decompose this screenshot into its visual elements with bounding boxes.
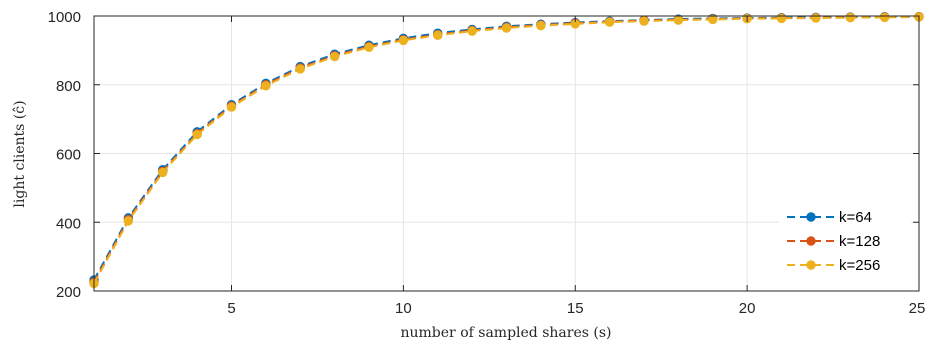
data-point: [536, 20, 546, 31]
legend-marker: [806, 260, 816, 270]
data-point: [501, 23, 512, 33]
data-point: [192, 129, 202, 140]
data-point: [261, 81, 271, 91]
x-axis-label: number of sampled shares (s): [401, 325, 612, 341]
data-point: [467, 26, 477, 36]
data-point: [845, 13, 855, 23]
x-tick-label: 15: [567, 300, 584, 317]
data-point: [673, 15, 684, 25]
y-tick-label: 600: [56, 147, 81, 164]
x-tick-label: 20: [739, 300, 756, 317]
legend-item: k=128: [787, 233, 880, 250]
data-point: [398, 35, 409, 46]
data-point: [123, 216, 134, 226]
legend-marker: [806, 236, 816, 246]
y-axis-label: light clients (ĉ): [12, 100, 28, 207]
data-point: [776, 13, 787, 24]
data-point: [433, 30, 443, 40]
tick-labels: 5 10 15 20 25 200 400 600 800 1000: [48, 9, 926, 317]
x-tick-label: 10: [395, 300, 412, 317]
legend-item: k=256: [787, 257, 880, 274]
legend-label: k=128: [839, 233, 880, 250]
data-point: [364, 42, 374, 52]
axis-ticks: [94, 15, 920, 292]
data-point: [329, 51, 340, 62]
legend: k=64 k=128 k=256: [779, 203, 911, 281]
series-layer: [89, 11, 924, 289]
data-point: [639, 16, 649, 26]
y-tick-label: 400: [56, 215, 81, 232]
data-point: [295, 64, 305, 74]
x-tick-label: 25: [909, 300, 926, 317]
data-point: [604, 17, 615, 27]
data-point: [226, 102, 237, 112]
legend-label: k=256: [839, 257, 880, 274]
series-k=256: [89, 12, 924, 289]
legend-marker: [806, 212, 816, 222]
legend-item: k=64: [787, 209, 872, 226]
y-tick-label: 1000: [48, 9, 81, 26]
data-point: [811, 13, 821, 23]
y-tick-label: 200: [56, 284, 81, 301]
legend-label: k=64: [839, 209, 872, 226]
data-point: [158, 167, 168, 178]
data-point: [708, 14, 718, 25]
data-point: [879, 12, 890, 23]
y-tick-label: 800: [56, 78, 81, 95]
x-tick-label: 5: [227, 300, 235, 317]
